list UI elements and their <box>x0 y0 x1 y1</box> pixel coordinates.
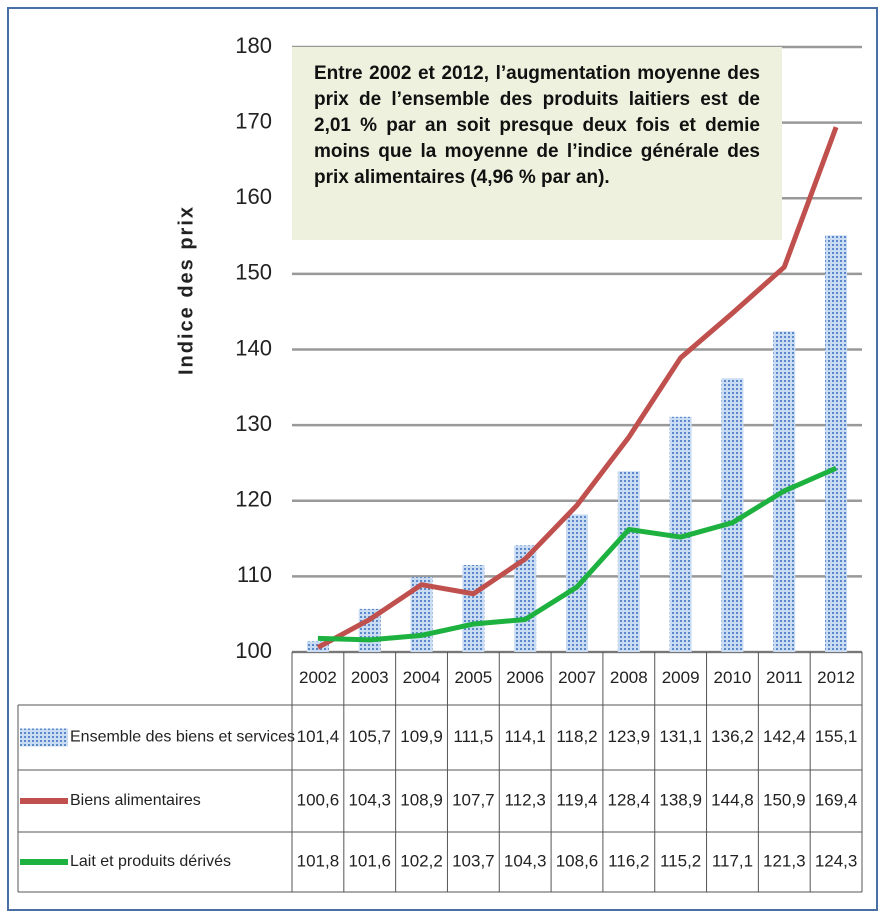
x-tick-label: 2004 <box>403 668 441 687</box>
table-value: 131,1 <box>659 727 702 746</box>
x-tick-label: 2005 <box>454 668 492 687</box>
x-tick-label: 2002 <box>299 668 337 687</box>
y-tick-label: 110 <box>237 562 272 587</box>
x-tick-label: 2012 <box>817 668 855 687</box>
table-value: 128,4 <box>608 790 651 809</box>
legend-label: Biens alimentaires <box>70 792 201 809</box>
x-tick-label: 2006 <box>506 668 544 687</box>
y-tick-label: 160 <box>235 184 272 209</box>
bar <box>669 416 692 652</box>
table-value: 118,2 <box>556 727 597 746</box>
x-tick-label: 2009 <box>662 668 700 687</box>
table-value: 115,2 <box>660 851 701 870</box>
table-value: 101,6 <box>348 851 391 870</box>
table-value: 111,5 <box>453 727 493 746</box>
table-value: 114,1 <box>505 727 546 746</box>
y-tick-label: 150 <box>235 260 272 285</box>
table-value: 150,9 <box>763 790 806 809</box>
table-value: 121,3 <box>763 851 806 870</box>
line <box>317 465 838 643</box>
table-value: 101,4 <box>297 727 340 746</box>
table-value: 100,6 <box>297 790 340 809</box>
table-value: 169,4 <box>815 790 858 809</box>
table-value: 117,1 <box>712 851 753 870</box>
table-value: 136,2 <box>711 727 754 746</box>
table-value: 108,6 <box>556 851 599 870</box>
bar <box>566 514 588 652</box>
bar <box>462 565 485 652</box>
line <box>316 126 839 650</box>
x-tick-label: 2010 <box>714 668 752 687</box>
x-tick-label: 2011 <box>766 668 803 687</box>
table-value: 105,7 <box>348 727 391 746</box>
table-value: 123,9 <box>608 727 651 746</box>
table-value: 101,8 <box>297 851 340 870</box>
table-value: 103,7 <box>452 851 495 870</box>
y-tick-label: 130 <box>235 411 272 436</box>
legend-label: Ensemble des biens et services <box>70 729 295 746</box>
table-value: 138,9 <box>659 790 702 809</box>
legend-label: Lait et produits dérivés <box>70 853 231 870</box>
table-value: 124,3 <box>815 851 858 870</box>
table-value: 116,2 <box>608 851 649 870</box>
y-tick-label: 170 <box>235 108 272 133</box>
y-tick-label: 120 <box>235 487 272 512</box>
table-value: 108,9 <box>400 790 443 809</box>
table-value: 112,3 <box>505 790 546 809</box>
y-axis-title: Indice des prix <box>175 205 197 375</box>
y-tick-label: 100 <box>235 638 272 663</box>
annotation: Entre 2002 et 2012, l’augmentation moyen… <box>292 47 782 240</box>
table-value: 119,4 <box>556 790 597 809</box>
table-value: 155,1 <box>815 727 858 746</box>
bar <box>825 235 848 652</box>
x-tick-label: 2007 <box>558 668 596 687</box>
table-value: 142,4 <box>763 727 806 746</box>
x-tick-label: 2003 <box>351 668 389 687</box>
legend-swatch <box>20 728 68 747</box>
y-tick-label: 140 <box>235 335 272 360</box>
frame <box>7 7 878 911</box>
table-value: 102,2 <box>400 851 443 870</box>
table-value: 107,7 <box>452 790 495 809</box>
table-value: 144,8 <box>711 790 754 809</box>
table-value: 109,9 <box>400 727 443 746</box>
table-value: 104,3 <box>504 851 547 870</box>
bar <box>721 378 744 652</box>
y-tick-label: 180 <box>235 33 272 58</box>
bar <box>514 545 537 652</box>
table-value: 104,3 <box>348 790 391 809</box>
bar <box>617 471 640 652</box>
x-tick-label: 2008 <box>610 668 648 687</box>
